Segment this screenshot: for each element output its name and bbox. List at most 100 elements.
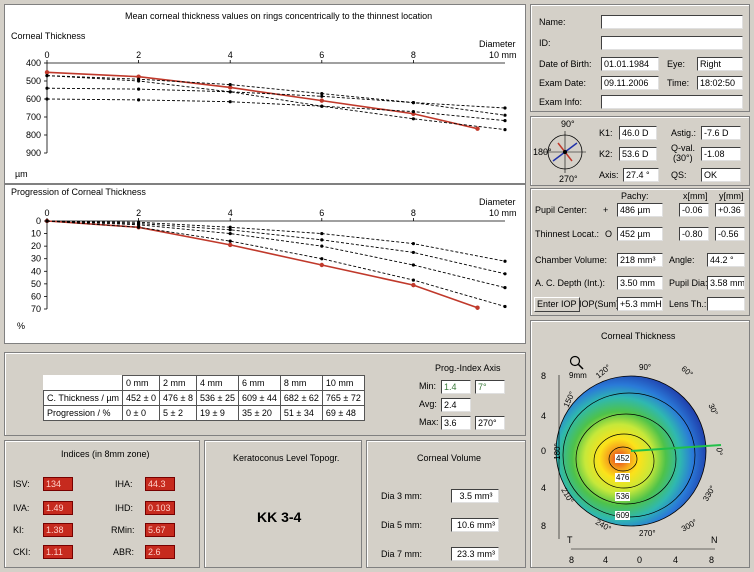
- table-header-cell: [43, 375, 124, 391]
- data-point: [228, 100, 232, 104]
- data-point: [137, 225, 141, 229]
- indices-panel: Indices (in 8mm zone) ISV: 134 IVA: 1.49…: [4, 440, 200, 568]
- table-cell: C. Thickness / µm: [42, 390, 124, 406]
- abr-value: 2.6: [145, 545, 175, 559]
- data-point: [320, 92, 324, 96]
- table-cell: 609 ± 44: [237, 390, 281, 406]
- dia7-label: Dia 7 mm:: [381, 549, 423, 559]
- data-point: [228, 90, 232, 94]
- abr-label: ABR:: [113, 547, 135, 557]
- thickness-map-panel: Corneal Thickness 9mm 90° 120° 60°: [530, 320, 750, 568]
- pachy-header: Pachy:: [621, 191, 649, 201]
- table-cell: 452 ± 0: [122, 390, 161, 406]
- pupil-pachy-value: 486 µm: [617, 203, 663, 217]
- zoom-icon[interactable]: [569, 355, 585, 371]
- acd-value: 3.50 mm: [617, 276, 663, 290]
- id-field[interactable]: [601, 36, 743, 50]
- contour-ring: [593, 433, 655, 489]
- thinnest-label: Thinnest Locat.:: [535, 229, 600, 239]
- data-point: [503, 119, 507, 123]
- series-line: [46, 71, 478, 130]
- exam-date-field[interactable]: 09.11.2006: [601, 76, 659, 90]
- angle-value: 44.2 °: [707, 253, 745, 267]
- lens-value[interactable]: [707, 297, 745, 311]
- map-scale-label: 9mm: [569, 371, 587, 380]
- data-point: [137, 98, 141, 102]
- progression-chart-xlabel: Diameter: [479, 197, 516, 207]
- iva-label: IVA:: [13, 503, 30, 513]
- table-cell: 5 ± 2: [159, 405, 197, 421]
- ihd-value: 0.103: [145, 501, 175, 515]
- table-cell: 19 ± 9: [195, 405, 239, 421]
- data-point: [320, 238, 324, 242]
- pachy-panel: Pachy: x[mm] y[mm] Pupil Center: + 486 µ…: [530, 188, 750, 316]
- cki-value: 1.11: [43, 545, 73, 559]
- chamber-volume-value: 218 mm³: [617, 253, 663, 267]
- y-tick-label: 500: [26, 76, 41, 86]
- thickness-table: 0 mm 2 mm 4 mm 6 mm 8 mm 10 mm C. Thickn…: [42, 375, 365, 421]
- table-header-row: 0 mm 2 mm 4 mm 6 mm 8 mm 10 mm: [43, 375, 365, 391]
- dob-field[interactable]: 01.01.1984: [601, 57, 659, 71]
- prog-index-title: Prog.-Index Axis: [435, 363, 501, 373]
- table-cell: 35 ± 20: [237, 405, 281, 421]
- data-point: [228, 242, 233, 248]
- name-field[interactable]: [601, 15, 743, 29]
- isv-value: 134: [43, 477, 73, 491]
- chamber-volume-label: Chamber Volume:: [535, 255, 608, 265]
- series-line: [46, 75, 506, 131]
- enter-iop-button[interactable]: Enter IOP: [534, 297, 580, 312]
- x-tick-label: 8: [411, 50, 416, 60]
- data-point: [137, 220, 141, 224]
- series-line: [46, 220, 506, 289]
- contour-label: 452: [615, 454, 631, 463]
- name-label: Name:: [539, 17, 566, 27]
- time-field[interactable]: 18:02:50: [697, 76, 743, 90]
- table-cell: 0 ± 0: [122, 405, 161, 421]
- prog-min-axis: 7°: [475, 380, 505, 394]
- map-y-tick: 0: [541, 446, 547, 456]
- data-point: [320, 104, 324, 108]
- exam-info-field[interactable]: [601, 95, 743, 109]
- contour-ring: [608, 446, 638, 472]
- lens-label: Lens Th.:: [669, 299, 707, 309]
- dia3-label: Dia 3 mm:: [381, 491, 423, 501]
- map-title: Corneal Thickness: [601, 331, 676, 341]
- x-tick-label: 2: [136, 208, 141, 218]
- data-point: [228, 228, 232, 232]
- x-tick-label: 6: [319, 208, 324, 218]
- table-header-cell: 4 mm: [195, 375, 239, 391]
- x-header: x[mm]: [683, 191, 708, 201]
- data-point: [503, 113, 507, 117]
- iop-sum-value: +5.3 mmHg: [617, 297, 663, 311]
- x-tick-label: 6: [319, 50, 324, 60]
- map-y-tick: 4: [541, 411, 547, 421]
- table-cell: Progression / %: [42, 405, 124, 421]
- data-point: [228, 85, 233, 90]
- temporal-label: T: [567, 535, 573, 545]
- cki-label: CKI:: [13, 547, 31, 557]
- progression-chart: 0 2 4 6 8 0 10 20 30 40 50 60 70: [31, 208, 507, 314]
- thinnest-y-value: -0.56: [715, 227, 745, 241]
- pupil-center-symbol: +: [603, 205, 609, 215]
- qs-label: QS:: [671, 170, 687, 180]
- map-x-tick: 0: [637, 555, 643, 565]
- map-x-tick: 4: [673, 555, 679, 565]
- x-tick-label: 0: [44, 208, 49, 218]
- data-point: [45, 86, 49, 90]
- eye-field[interactable]: Right: [697, 57, 743, 71]
- progression-chart-panel: Progression of Corneal Thickness Diamete…: [4, 184, 526, 344]
- ki-label: KI:: [13, 525, 25, 535]
- series-line: [46, 220, 506, 262]
- data-point: [503, 106, 507, 110]
- k2-value: 53.6 D: [619, 147, 657, 161]
- data-point: [411, 263, 415, 267]
- prog-max-axis: 270°: [475, 416, 505, 430]
- table-row: Progression / % 0 ± 0 5 ± 2 19 ± 9 35 ± …: [42, 405, 365, 421]
- data-point: [475, 305, 480, 310]
- data-point: [45, 219, 49, 223]
- table-cell: 69 ± 48: [321, 405, 365, 421]
- series-line: [46, 98, 506, 122]
- data-point: [228, 239, 232, 243]
- pupil-center-label: Pupil Center:: [535, 205, 588, 215]
- table-cell: 765 ± 72: [321, 390, 365, 406]
